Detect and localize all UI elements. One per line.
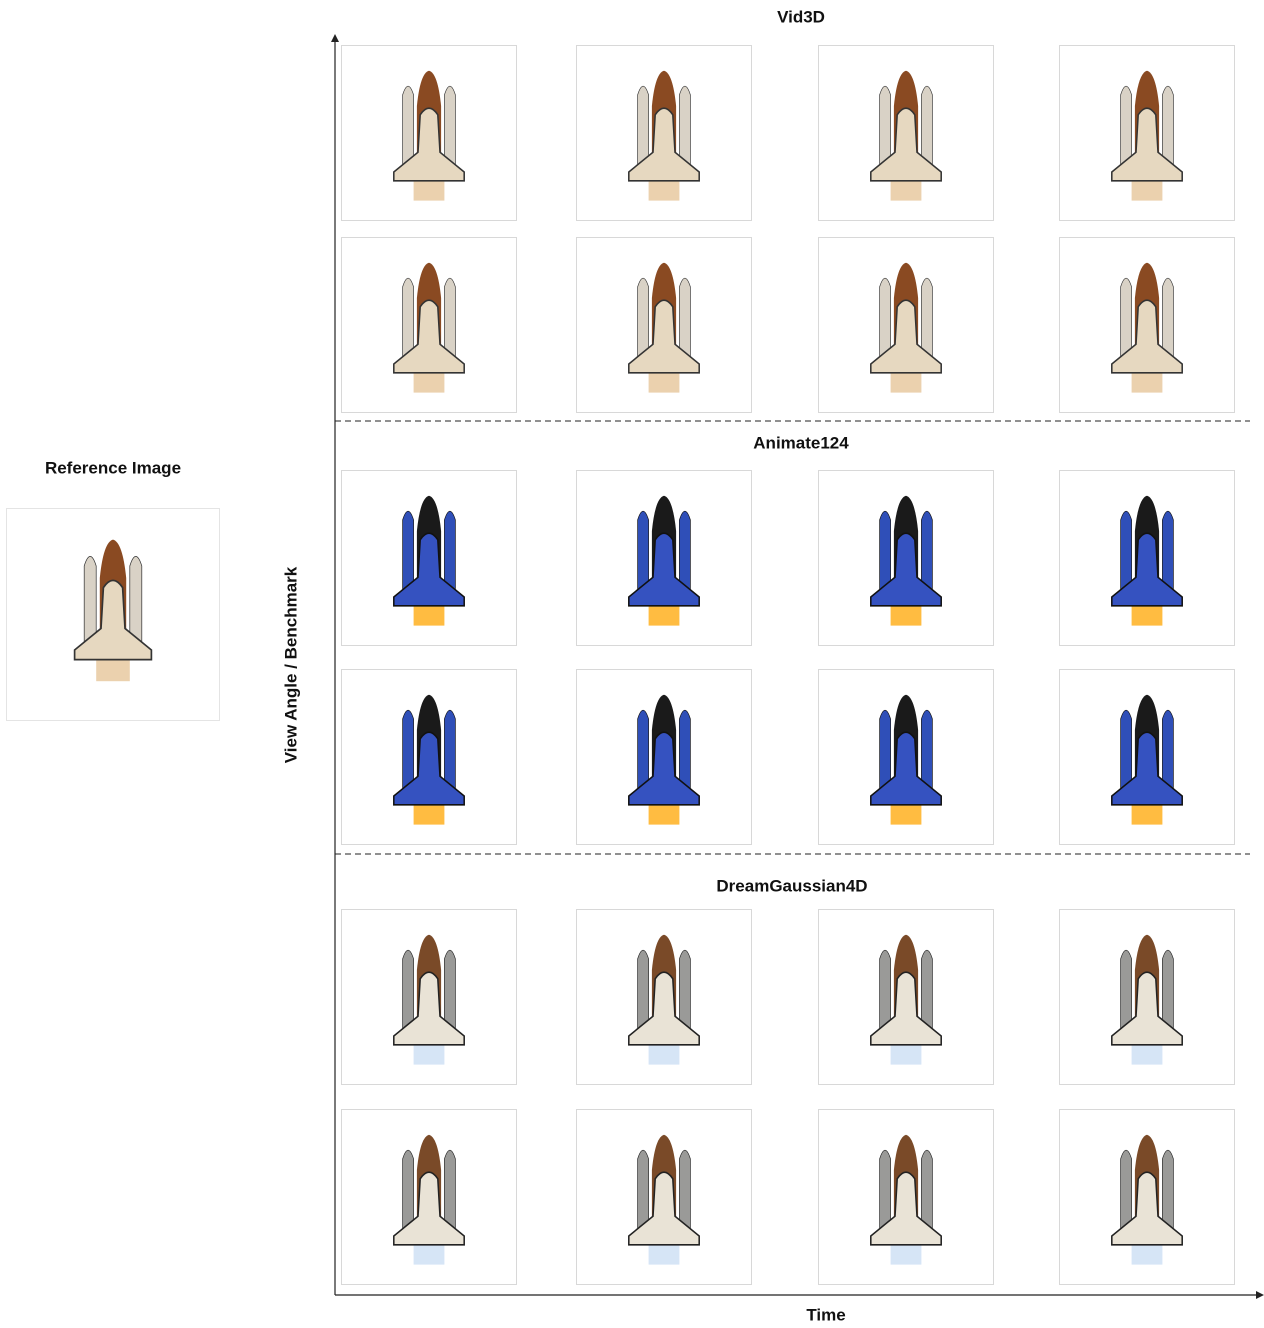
shuttle (394, 1135, 464, 1265)
shuttle (629, 935, 699, 1065)
y-axis-label: View Angle / Benchmark (281, 566, 300, 763)
shuttle (1112, 71, 1182, 201)
y-arrow (331, 34, 339, 42)
shuttle (1112, 695, 1182, 825)
shuttle (871, 496, 941, 626)
shuttle (629, 496, 699, 626)
section-title: Vid3D (777, 7, 825, 26)
reference-title: Reference Image (45, 458, 181, 477)
shuttle (871, 71, 941, 201)
shuttle (629, 695, 699, 825)
figure: Reference Image Vid3D Animate124 DreamGa… (0, 0, 1264, 1328)
section-title: DreamGaussian4D (716, 876, 867, 895)
shuttle (75, 540, 152, 682)
x-axis-label: Time (806, 1305, 845, 1324)
shuttle (871, 695, 941, 825)
shuttle (629, 71, 699, 201)
shuttle (394, 71, 464, 201)
shuttle (394, 695, 464, 825)
shuttle (871, 935, 941, 1065)
shuttle (629, 1135, 699, 1265)
shuttle (1112, 935, 1182, 1065)
section-title: Animate124 (753, 433, 849, 452)
shuttle (871, 263, 941, 393)
shuttle (394, 263, 464, 393)
shuttle (394, 935, 464, 1065)
shuttle (394, 496, 464, 626)
shuttle (871, 1135, 941, 1265)
shuttle (1112, 496, 1182, 626)
shuttle (629, 263, 699, 393)
shuttle (1112, 1135, 1182, 1265)
x-arrow (1256, 1291, 1264, 1299)
shuttle (1112, 263, 1182, 393)
